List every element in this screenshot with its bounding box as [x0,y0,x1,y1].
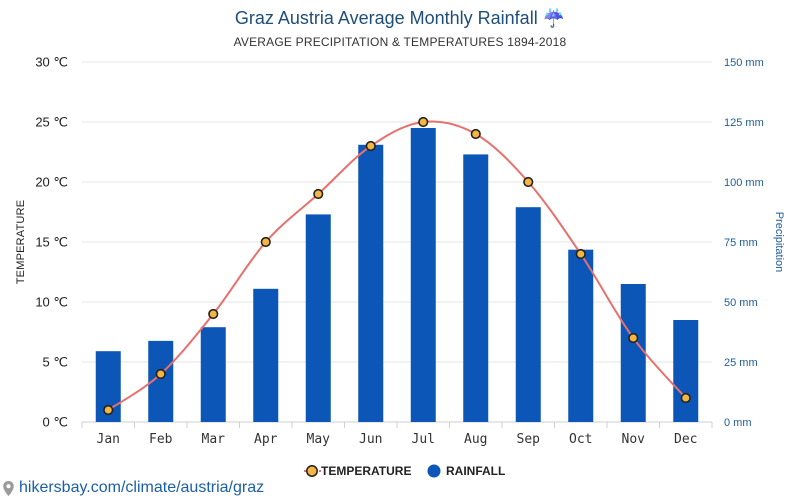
rainfall-bar [200,327,226,422]
right-axis-tick-label: 0 mm [724,417,752,429]
right-axis-tick-label: 150 mm [724,57,764,69]
legend-temperature-label: TEMPERATURE [321,464,411,478]
rainfall-bar [673,320,699,422]
right-axis-tick-label: 125 mm [724,117,764,129]
x-axis-tick-label: Feb [149,432,173,447]
temperature-markers [103,116,691,416]
rainfall-bar [305,214,331,422]
rainfall-bar [253,288,279,422]
rainfall-bars [95,128,699,423]
source-url: hikersbay.com/climate/austria/graz [19,479,265,496]
legend-temperature-marker-icon [306,465,318,477]
right-axis-tick-label: 25 mm [724,357,758,369]
rainfall-bar [515,207,541,422]
legend: TEMPERATURE RAINFALL [304,464,505,478]
rainfall-bar [463,154,489,422]
chart-subtitle: AVERAGE PRECIPITATION & TEMPERATURES 189… [234,35,567,49]
temperature-line-group [107,120,687,411]
left-axis-tick-label: 20 ℃ [35,175,68,190]
right-axis-ticks: 0 mm 25 mm 50 mm 75 mm 100 mm 125 mm 150 mm [724,57,764,429]
source-link[interactable]: hikersbay.com/climate/austria/graz [2,479,264,497]
rainfall-bar [568,249,594,422]
x-axis-tick-label: May [307,432,331,447]
rainfall-bar [620,284,646,422]
x-axis-tick-label: Dec [674,432,697,447]
left-axis-title: TEMPERATURE [15,200,27,285]
left-axis-tick-label: 30 ℃ [35,55,68,70]
right-axis-title: Precipitation [773,212,785,273]
left-axis-tick-label: 10 ℃ [35,295,68,310]
left-axis-tick-label: 5 ℃ [43,355,68,370]
legend-item-temperature[interactable]: TEMPERATURE [304,464,411,478]
temperature-point [470,128,481,140]
temperature-point [523,176,534,188]
gridlines [81,61,713,428]
temperature-point [628,332,639,344]
x-axis-tick-label: Mar [202,432,226,447]
x-axis-tick-label: Jun [359,432,382,447]
temperature-point [103,404,114,416]
x-axis-tick-label: Jul [412,432,435,447]
temperature-point [313,188,324,200]
legend-rainfall-icon [427,464,441,478]
rainfall-bar [358,144,384,423]
x-axis-tick-label: Aug [464,432,487,447]
right-axis-tick-label: 50 mm [724,297,758,309]
temperature-line [107,120,687,411]
left-axis-tick-label: 0 ℃ [43,415,68,430]
x-axis-tick-label: Sep [517,432,541,447]
x-axis-tick-label: Nov [622,432,646,447]
right-axis-tick-label: 75 mm [724,237,758,249]
map-pin-icon [3,480,14,496]
x-axis-ticks: Jan Feb Mar Apr May Jun Jul Aug Sep Oct Nov Dec [97,432,698,447]
temperature-point [155,368,166,380]
x-axis-tick-label: Jan [97,432,120,447]
left-axis-ticks: 0 ℃ 5 ℃ 10 ℃ 15 ℃ 20 ℃ 25 ℃ 30 ℃ [35,55,68,430]
left-axis-tick-label: 25 ℃ [35,115,68,130]
legend-item-rainfall[interactable]: RAINFALL [427,464,506,478]
temperature-point [575,248,586,260]
temperature-point [418,116,429,128]
temperature-point [208,308,219,320]
x-axis-tick-label: Apr [254,432,278,447]
rainfall-bar [410,128,436,422]
chart-title: Graz Austria Average Monthly Rainfall ☔ [235,7,565,28]
temperature-point [260,236,271,248]
left-axis-tick-label: 15 ℃ [35,235,68,250]
temperature-point [365,140,376,152]
legend-rainfall-label: RAINFALL [446,464,505,478]
x-axis-tick-label: Oct [569,432,592,447]
right-axis-tick-label: 100 mm [724,177,764,189]
temperature-point [680,392,691,404]
